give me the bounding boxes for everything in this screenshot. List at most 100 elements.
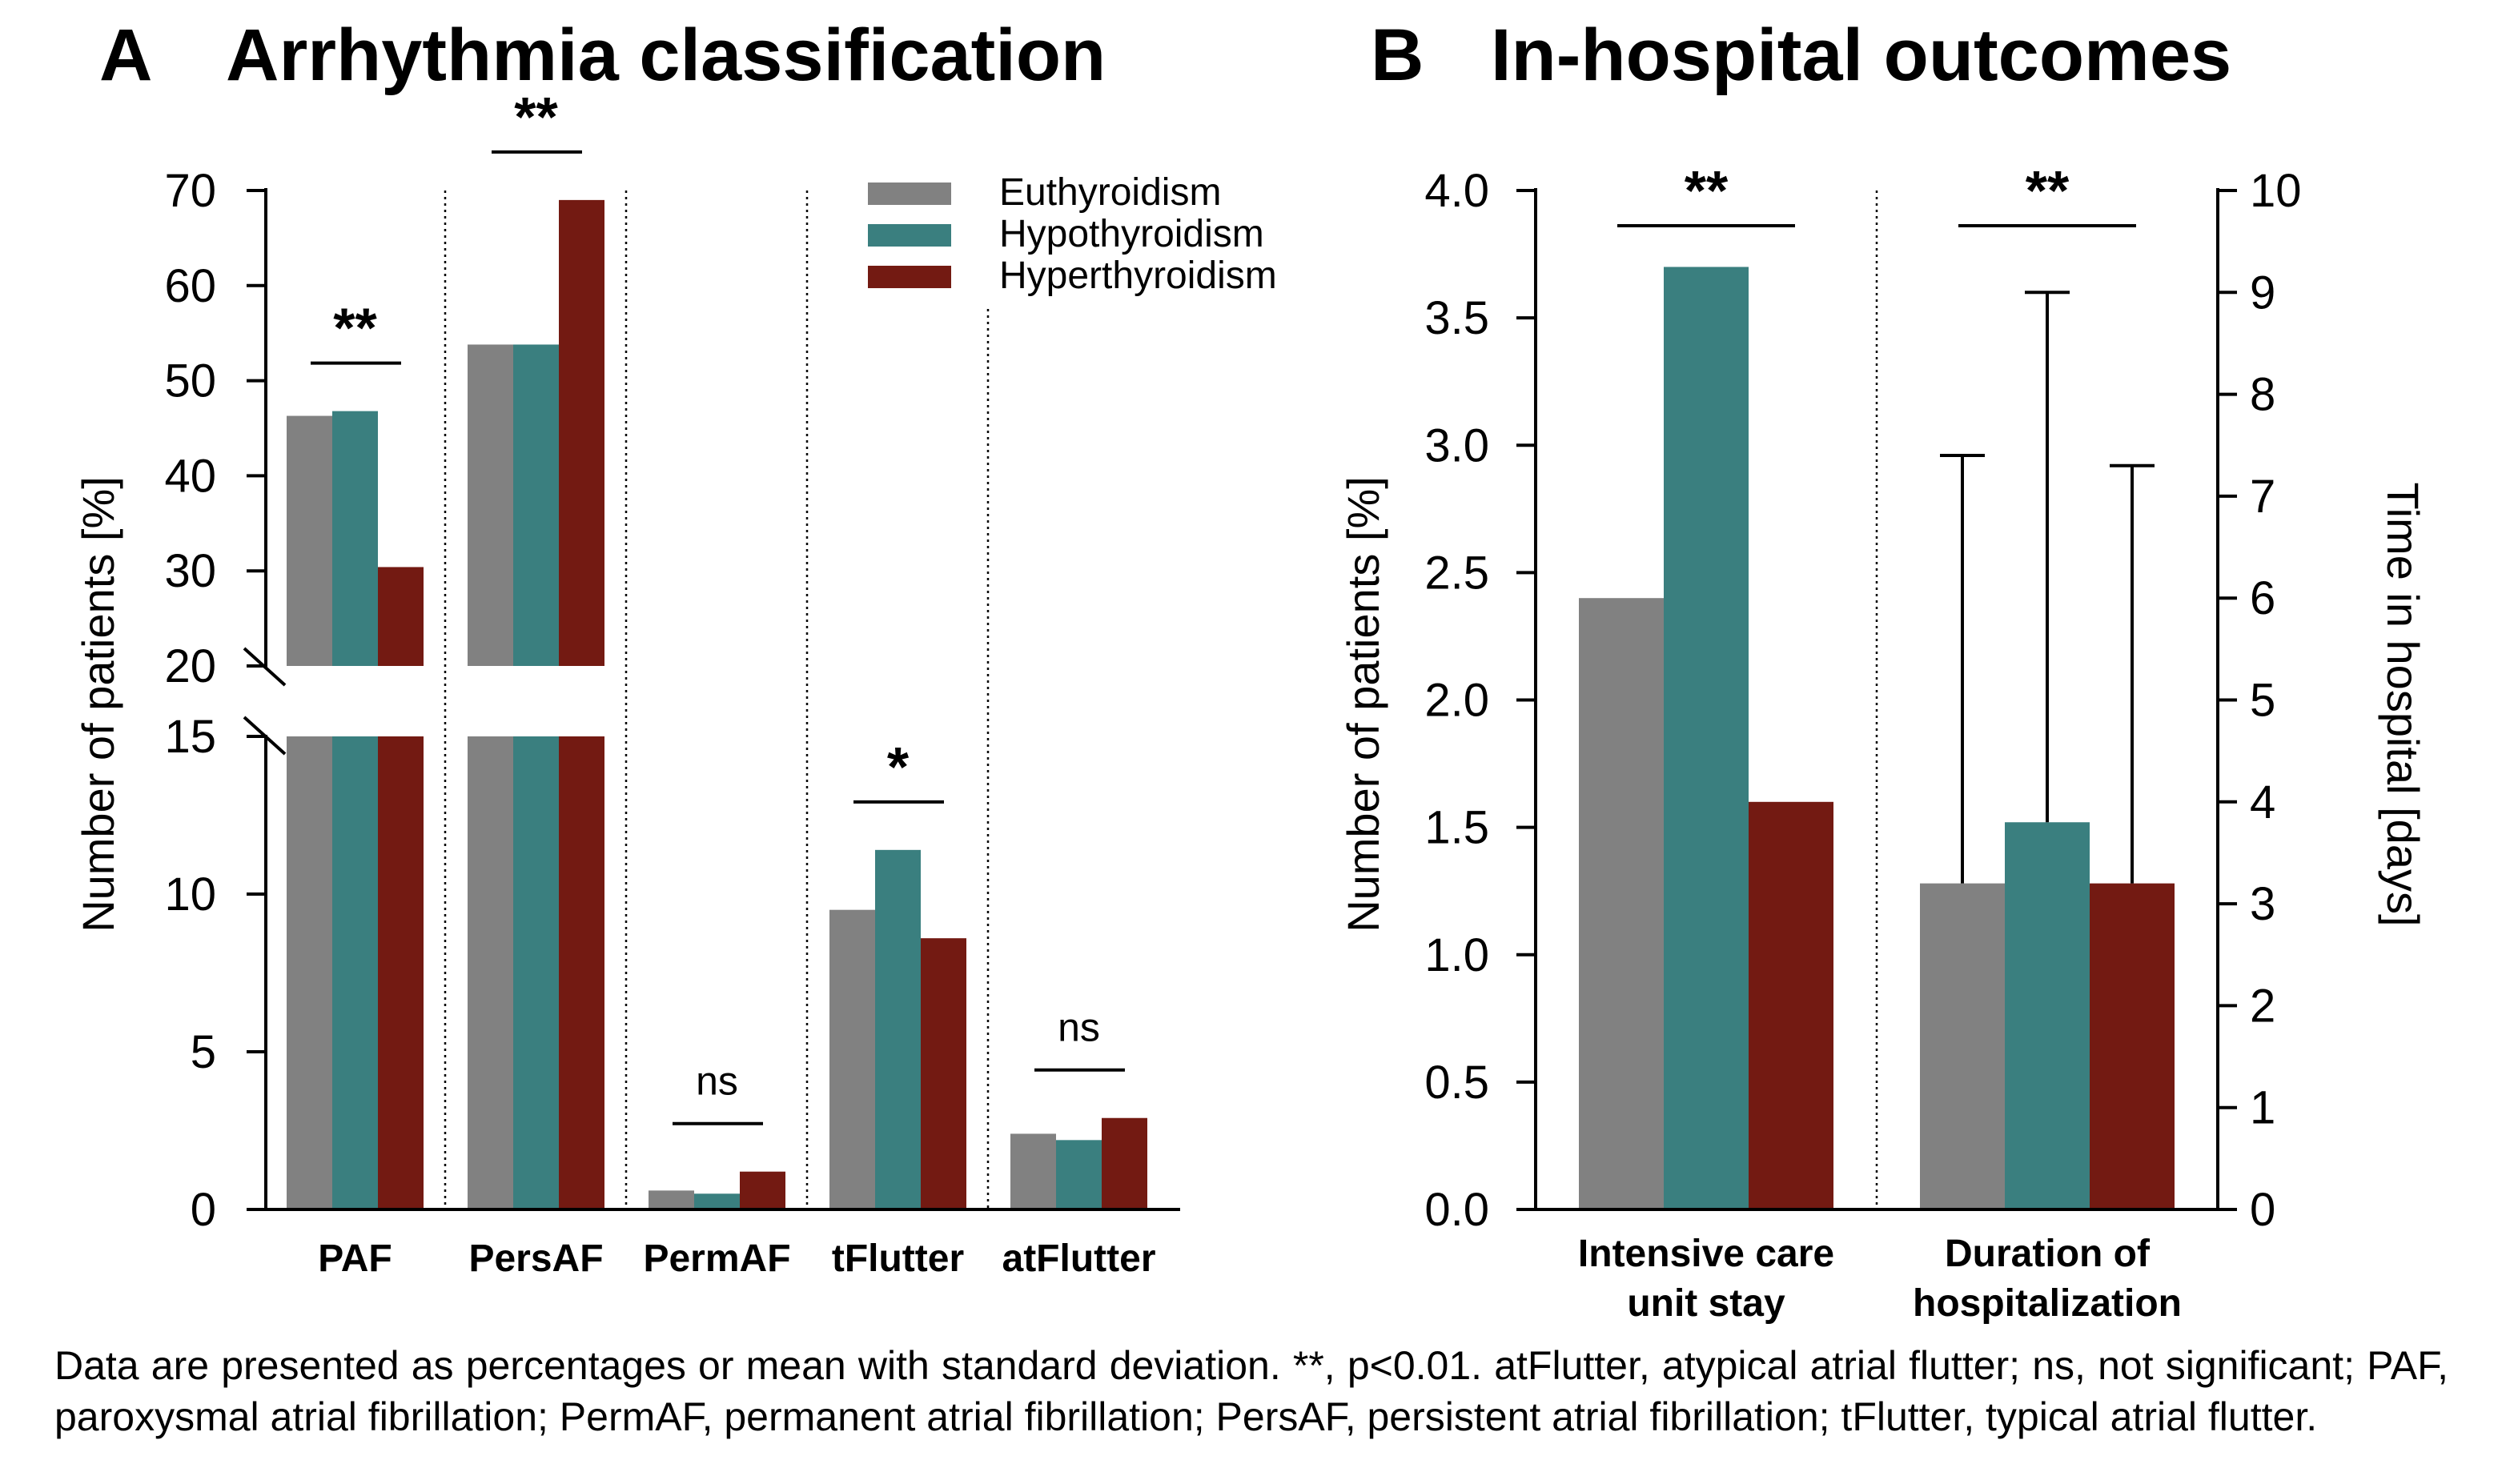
bar-intensive-care-unit-stay-hypothyroidism bbox=[1664, 267, 1749, 1210]
bar-permaf-hyperthyroidism bbox=[740, 1171, 785, 1209]
chart-arrhythmia-classification: Number of patients [%] 0 5 10 15 20 30 40 50 60 7… bbox=[73, 86, 1277, 1280]
y-tick-label: 0.5 bbox=[1424, 1057, 1489, 1109]
panel-b-title: In-hospital outcomes bbox=[1491, 14, 2231, 96]
bar-persaf-hyperthyroidism-upper bbox=[559, 199, 604, 666]
y-tick-label: 60 bbox=[164, 260, 216, 312]
y-tick-label: 3.0 bbox=[1424, 419, 1489, 471]
bar-duration-of-hospitalization-hypothyroidism bbox=[2005, 822, 2090, 1209]
y-tick-label: 5 bbox=[191, 1026, 216, 1078]
panel-a-y-axis-title: Number of patients [%] bbox=[73, 476, 123, 933]
bar-intensive-care-unit-stay-euthyroidism bbox=[1579, 598, 1664, 1209]
bar-persaf-hyperthyroidism-lower bbox=[559, 736, 604, 1209]
y2-tick-label: 0 bbox=[2250, 1184, 2275, 1236]
x-category-labels: PAF PersAF PermAF tFlutter atFlutter bbox=[318, 1237, 1155, 1280]
bar-atflutter-hyperthyroidism bbox=[1102, 1117, 1147, 1209]
panel-b-y2-axis-title: Time in hospital [days] bbox=[2378, 482, 2428, 926]
bar-tflutter-hypothyroidism bbox=[875, 849, 921, 1209]
bar-intensive-care-unit-stay-hyperthyroidism bbox=[1749, 801, 1833, 1209]
y-tick-label: 30 bbox=[164, 545, 216, 597]
y-tick-label: 2.0 bbox=[1424, 675, 1489, 727]
bar-persaf-hypothyroidism-upper bbox=[513, 344, 559, 666]
x-tick-label: tFlutter bbox=[832, 1237, 964, 1280]
bar-paf-euthyroidism-lower bbox=[287, 736, 332, 1209]
y-tick-label: 50 bbox=[164, 355, 216, 407]
y2-tick-label: 4 bbox=[2250, 776, 2275, 828]
panel-a-letter: A bbox=[99, 14, 152, 96]
x-category-labels: Intensive care unit stay Duration of hospit… bbox=[1578, 1233, 2182, 1325]
bar-paf-euthyroidism-upper bbox=[287, 415, 332, 666]
significance-label: ns bbox=[696, 1059, 738, 1104]
significance-label: ** bbox=[514, 86, 558, 148]
legend-label-hypothyroidism: Hypothyroidism bbox=[999, 213, 1264, 255]
bar-permaf-euthyroidism bbox=[649, 1190, 694, 1209]
bar-permaf-hypothyroidism bbox=[694, 1193, 740, 1209]
group-dividers bbox=[444, 191, 990, 1209]
significance-markers: ** ** ns * ns bbox=[311, 86, 1125, 1125]
bar-paf-hypothyroidism-upper bbox=[332, 411, 378, 666]
bar-duration-of-hospitalization-euthyroidism bbox=[1920, 883, 2005, 1209]
bar-duration-of-hospitalization-hyperthyroidism bbox=[2090, 883, 2175, 1209]
y-tick-label: 1.0 bbox=[1424, 929, 1489, 981]
x-tick-label: PermAF bbox=[643, 1237, 790, 1280]
bar-atflutter-hypothyroidism bbox=[1056, 1140, 1102, 1209]
significance-label: ** bbox=[333, 297, 377, 359]
significance-markers: ** ** bbox=[1617, 159, 2136, 227]
bar-atflutter-euthyroidism bbox=[1010, 1133, 1056, 1209]
y-tick-label: 0.0 bbox=[1424, 1184, 1489, 1236]
y2-tick-label: 9 bbox=[2250, 267, 2275, 319]
bar-persaf-euthyroidism-upper bbox=[468, 344, 513, 666]
bars-layer bbox=[1579, 267, 2175, 1210]
y2-tick-label: 10 bbox=[2250, 165, 2302, 217]
bar-persaf-euthyroidism-lower bbox=[468, 736, 513, 1209]
legend-swatch-euthyroidism bbox=[868, 182, 951, 205]
y-tick-label: 40 bbox=[164, 450, 216, 502]
y-tick-label: 2.5 bbox=[1424, 547, 1489, 599]
legend: EuthyroidismHypothyroidismHyperthyroidis… bbox=[868, 171, 1277, 297]
y-tick-label: 3.5 bbox=[1424, 292, 1489, 344]
y2-tick-label: 3 bbox=[2250, 878, 2275, 930]
panel-b-letter: B bbox=[1371, 14, 1424, 96]
y-tick-label: 15 bbox=[164, 711, 216, 763]
y2-tick-label: 8 bbox=[2250, 369, 2275, 421]
legend-label-euthyroidism: Euthyroidism bbox=[999, 171, 1221, 214]
x-tick-label: Duration of bbox=[1945, 1233, 2151, 1275]
y-tick-label: 0 bbox=[191, 1184, 216, 1236]
x-tick-label: PAF bbox=[318, 1237, 392, 1280]
x-tick-label: Intensive care bbox=[1578, 1233, 1834, 1275]
y-ticks-layer: 0.0 0.5 1.0 1.5 2.0 2.5 3.0 3.5 4.0 0 1 2 3 4 5 6 7 8 9 10 bbox=[1424, 165, 2301, 1236]
x-tick-label: PersAF bbox=[468, 1237, 603, 1280]
significance-label: ** bbox=[2026, 159, 2070, 222]
x-tick-label: atFlutter bbox=[1002, 1237, 1156, 1280]
figure-caption: Data are presented as percentages or mea… bbox=[54, 1343, 2448, 1439]
y2-tick-label: 7 bbox=[2250, 471, 2275, 523]
legend-swatch-hypothyroidism bbox=[868, 224, 951, 247]
bar-paf-hypothyroidism-lower bbox=[332, 736, 378, 1209]
bar-paf-hyperthyroidism-upper bbox=[378, 567, 424, 666]
y-tick-label: 10 bbox=[164, 868, 216, 920]
error-bars-layer bbox=[1940, 291, 2155, 884]
significance-label: ns bbox=[1058, 1005, 1100, 1050]
panel-a-title: Arrhythmia classification bbox=[226, 14, 1106, 96]
y2-tick-label: 2 bbox=[2250, 980, 2275, 1032]
x-tick-label: unit stay bbox=[1627, 1282, 1785, 1325]
y2-tick-label: 6 bbox=[2250, 572, 2275, 624]
legend-label-hyperthyroidism: Hyperthyroidism bbox=[999, 255, 1277, 297]
y-tick-label: 4.0 bbox=[1424, 165, 1489, 217]
significance-label: * bbox=[887, 736, 910, 798]
bar-tflutter-euthyroidism bbox=[829, 909, 875, 1209]
y2-tick-label: 5 bbox=[2250, 675, 2275, 727]
bar-paf-hyperthyroidism-lower bbox=[378, 736, 424, 1209]
bars-layer bbox=[287, 199, 1147, 1209]
bar-persaf-hypothyroidism-lower bbox=[513, 736, 559, 1209]
y2-tick-label: 1 bbox=[2250, 1082, 2275, 1134]
significance-label: ** bbox=[1685, 159, 1729, 222]
y-ticks-layer: 0 5 10 15 20 30 40 50 60 70 bbox=[164, 165, 266, 1236]
y-tick-label: 20 bbox=[164, 640, 216, 692]
panel-b-y-axis-title: Number of patients [%] bbox=[1338, 476, 1388, 933]
axes-layer bbox=[243, 188, 1180, 1211]
x-tick-label: hospitalization bbox=[1913, 1282, 2182, 1325]
y-tick-label: 70 bbox=[164, 165, 216, 217]
bar-tflutter-hyperthyroidism bbox=[921, 938, 966, 1209]
y-tick-label: 1.5 bbox=[1424, 802, 1489, 854]
